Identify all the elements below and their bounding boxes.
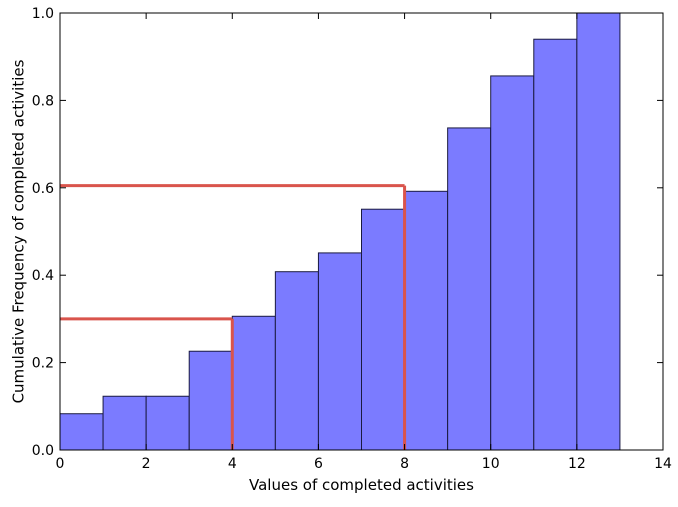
y-tick-label: 1.0 xyxy=(32,6,54,22)
y-tick-label: 0.2 xyxy=(32,356,54,372)
y-axis-title: Cumulative Frequency of completed activi… xyxy=(9,59,27,403)
histogram-bar-5 xyxy=(274,271,319,451)
y-tick-label: 0.4 xyxy=(32,268,54,284)
histogram-bar-12 xyxy=(576,12,621,451)
histogram-bar-1 xyxy=(102,395,147,451)
y-tick-label: 0.8 xyxy=(32,93,54,109)
histogram-bar-9 xyxy=(447,127,492,451)
x-tick-label: 8 xyxy=(400,456,409,472)
ticks-layer: 0 2 4 6 8 10 12 14 0.0 0.2 0.4 0.6 0.8 1.0 xyxy=(32,6,672,472)
histogram-bar-4 xyxy=(231,315,276,451)
histogram-bar-11 xyxy=(533,38,578,451)
x-tick-label: 4 xyxy=(228,456,237,472)
x-tick-label: 2 xyxy=(142,456,151,472)
bars-layer xyxy=(59,12,621,451)
histogram-bar-10 xyxy=(490,75,535,451)
x-tick-label: 14 xyxy=(654,456,672,472)
x-axis-title: Values of completed activities xyxy=(249,476,474,494)
histogram-bar-0 xyxy=(59,413,104,451)
histogram-bar-3 xyxy=(188,350,233,451)
x-tick-label: 0 xyxy=(56,456,65,472)
x-tick-label: 12 xyxy=(568,456,586,472)
plot-frame xyxy=(59,12,664,451)
x-tick-label: 10 xyxy=(482,456,500,472)
y-tick-label: 0.6 xyxy=(32,181,54,197)
histogram-bar-6 xyxy=(317,252,362,451)
histogram-bar-8 xyxy=(404,190,449,451)
reference-lines-layer xyxy=(60,184,407,450)
histogram-bar-7 xyxy=(361,208,406,451)
y-tick-label: 0.0 xyxy=(32,443,54,459)
histogram-bar-2 xyxy=(145,395,190,451)
x-tick-label: 6 xyxy=(314,456,323,472)
